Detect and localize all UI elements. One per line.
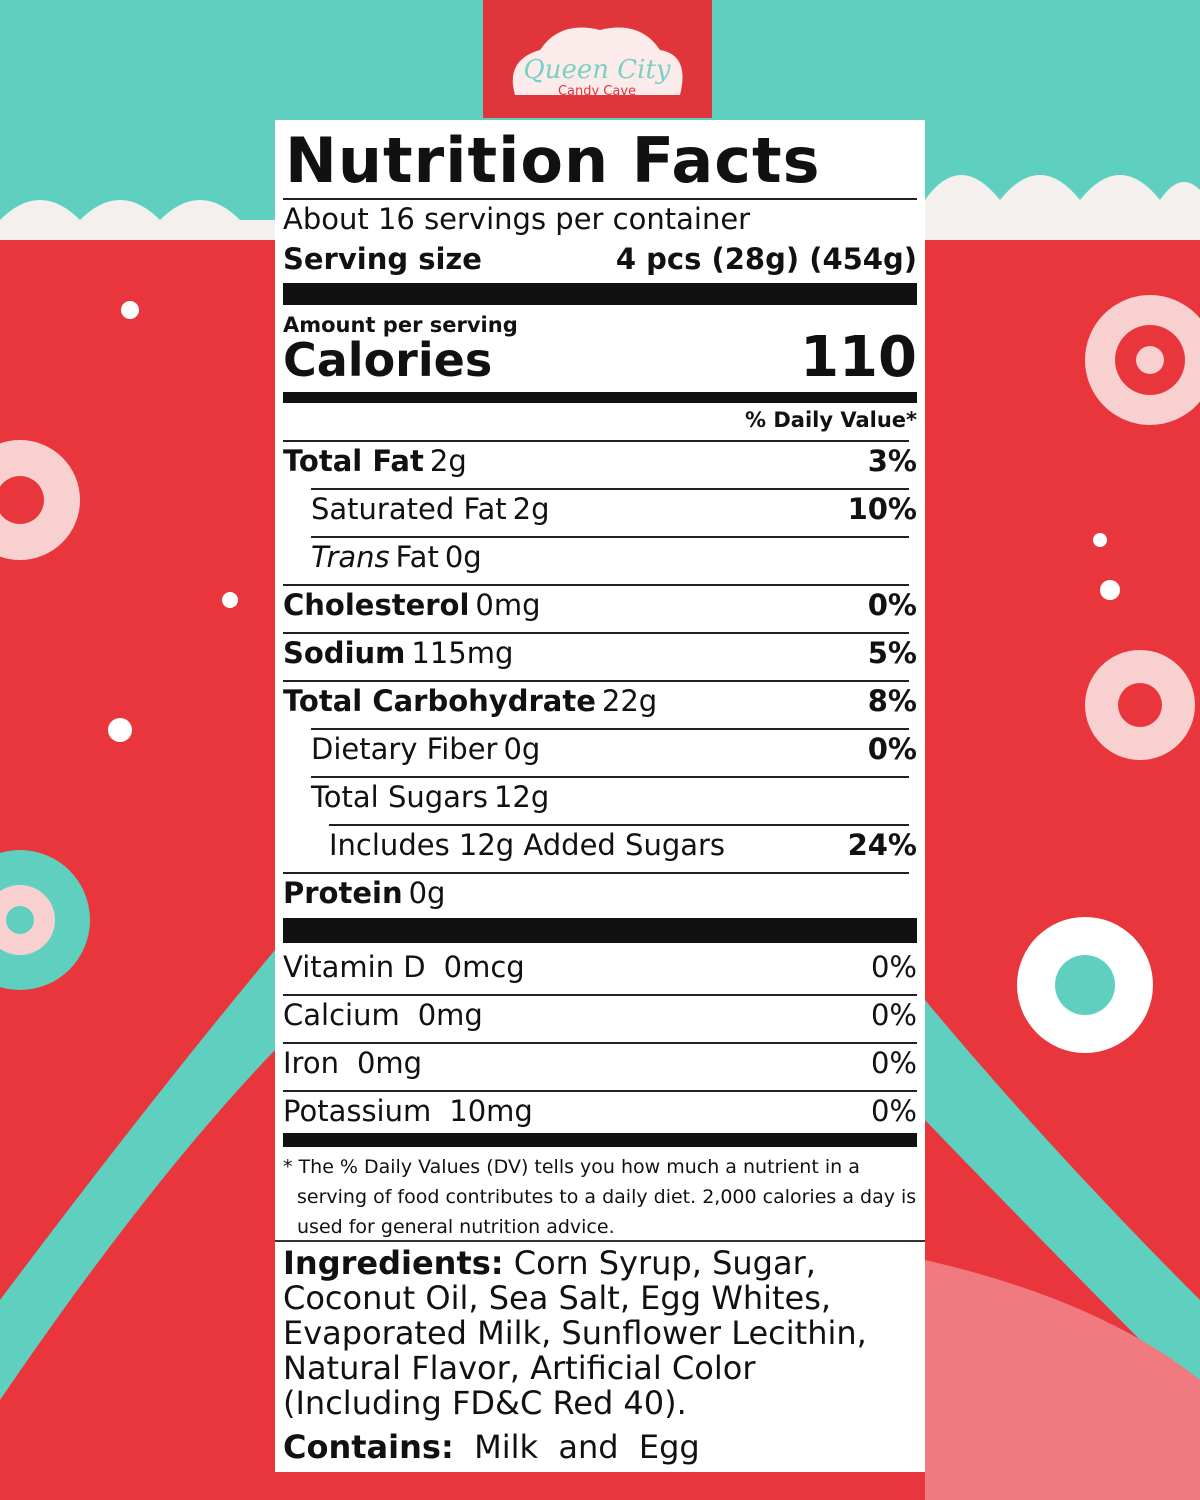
nutrient-amount: 22g	[601, 684, 658, 718]
nutrient-dv: 0%	[867, 588, 917, 622]
nutrient-amount: 0g	[408, 876, 446, 910]
contains: Contains: Milk and Egg	[283, 1428, 700, 1466]
nutrient-row: Saturated Fat 2g	[311, 492, 549, 526]
nutrient-amount: 2g	[512, 492, 550, 526]
footnote: * The % Daily Values (DV) tells you how …	[283, 1156, 917, 1238]
nutrient-name: Fat	[395, 540, 439, 574]
nutrient-dv: 3%	[867, 444, 917, 478]
nutrient-name: Cholesterol	[283, 588, 470, 622]
rule	[311, 536, 909, 538]
nutrient-dv: 0%	[867, 732, 917, 766]
nutrient-name: Total Carbohydrate	[283, 684, 596, 718]
vitamin-name: Vitamin D	[283, 950, 426, 984]
nutrient-row: Cholesterol 0mg	[283, 588, 541, 622]
vitamin-name: Iron	[283, 1046, 339, 1080]
vitamin-dv: 0%	[870, 998, 917, 1032]
vitamin-amount: 0mg	[417, 998, 483, 1032]
vitamin-amount: 0mg	[356, 1046, 423, 1080]
calories-label: Calories	[283, 333, 493, 387]
vitamin-dv: 0%	[870, 1094, 917, 1128]
ingredients-panel: Ingredients: Corn Syrup, Sugar, Coconut …	[275, 1240, 925, 1472]
ingredients-text: Corn Syrup, Sugar, Coconut Oil, Sea Salt…	[283, 1244, 867, 1422]
rule	[283, 632, 909, 634]
nutrient-name: Sodium	[283, 636, 406, 670]
daily-value-header: % Daily Value*	[745, 408, 917, 432]
rule	[283, 584, 909, 586]
vitamin-row: Vitamin D 0mcg	[283, 950, 525, 984]
nutrient-name: Saturated Fat	[311, 492, 507, 526]
vitamin-dv: 0%	[870, 950, 917, 984]
servings: About 16 servings per container	[283, 202, 751, 236]
nutrient-name: Protein	[283, 876, 403, 910]
rule	[283, 994, 917, 996]
serving-size: 4 pcs (28g) (454g)	[615, 242, 917, 276]
contains-label: Contains:	[283, 1428, 454, 1466]
nutrient-row: Dietary Fiber 0g	[311, 732, 540, 766]
nutrient-amount: 0mg	[475, 588, 541, 622]
rule	[311, 488, 909, 490]
vitamin-dv: 0%	[870, 1046, 917, 1080]
nutrient-row: Sodium 115mg	[283, 636, 513, 670]
nutrient-dv: 8%	[867, 684, 917, 718]
nutrient-dv: 5%	[867, 636, 917, 670]
nutrition-label: Nutrition Facts About 16 servings per co…	[275, 120, 925, 1240]
rule	[283, 1042, 917, 1044]
nutrient-row: Total Fat 2g	[283, 444, 467, 478]
vitamin-row: Potassium 10mg	[283, 1094, 533, 1128]
nutrient-name: Total Fat	[283, 444, 424, 478]
nutrient-amount: 0g	[444, 540, 482, 574]
amount-per-serving: Amount per serving	[283, 313, 518, 337]
rule	[311, 728, 909, 730]
nutrient-amount: 2g	[429, 444, 467, 478]
ingredients-label: Ingredients:	[283, 1244, 504, 1282]
nutrient-row: Protein 0g	[283, 876, 445, 910]
vitamin-amount: 10mg	[449, 1094, 533, 1128]
nutrient-amount: 12g	[493, 780, 550, 814]
vitamin-amount: 0mcg	[443, 950, 525, 984]
nutrient-amount: 115mg	[411, 636, 514, 670]
nutrient-row: Trans Fat 0g	[311, 540, 482, 574]
rule	[283, 1090, 917, 1092]
vitamin-name: Potassium	[283, 1094, 432, 1128]
rule	[283, 680, 909, 682]
contains-text: Milk and Egg	[474, 1428, 700, 1466]
nutrient-row: Includes 12g Added Sugars	[329, 828, 725, 862]
vitamin-name: Calcium	[283, 998, 400, 1032]
brand-tagline: Candy Cave	[558, 84, 636, 99]
rule	[311, 776, 909, 778]
nutrient-amount: 0g	[503, 732, 541, 766]
calories-value: 110	[800, 325, 917, 390]
rule	[283, 440, 909, 442]
vitamin-row: Calcium 0mg	[283, 998, 483, 1032]
nutrient-name: Total Sugars	[311, 780, 488, 814]
rule	[329, 824, 909, 826]
serving-size-label: Serving size	[283, 242, 482, 276]
nutrient-row: Total Sugars 12g	[311, 780, 549, 814]
nutrient-name: Includes 12g Added Sugars	[329, 828, 726, 862]
vitamin-row: Iron 0mg	[283, 1046, 422, 1080]
nutrient-dv: 10%	[847, 492, 917, 526]
brand-name: Queen City	[523, 55, 671, 85]
rule	[283, 872, 909, 874]
nutrient-dv: 24%	[847, 828, 917, 862]
nutrient-prefix: Trans	[311, 540, 390, 574]
nutrient-name: Dietary Fiber	[311, 732, 498, 766]
ingredients: Ingredients: Corn Syrup, Sugar, Coconut …	[283, 1246, 883, 1421]
label-title: Nutrition Facts	[285, 124, 821, 197]
nutrient-row: Total Carbohydrate 22g	[283, 684, 657, 718]
